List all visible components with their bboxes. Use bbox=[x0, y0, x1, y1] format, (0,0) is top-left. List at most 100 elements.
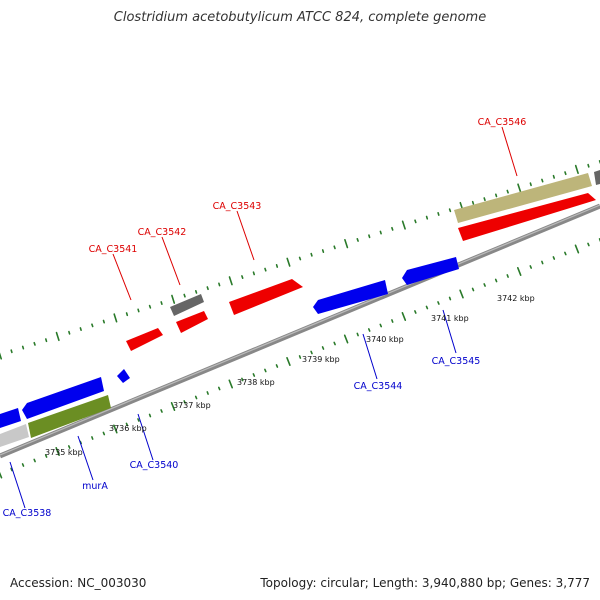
minor-tick bbox=[44, 454, 48, 458]
map-title: Clostridium acetobutylicum ATCC 824, com… bbox=[113, 10, 487, 25]
gene-CA_C3542b-arrow[interactable] bbox=[176, 311, 208, 333]
major-tick bbox=[228, 379, 233, 389]
minor-tick bbox=[183, 293, 186, 298]
gene-CA_C3546b-arrow[interactable] bbox=[458, 193, 596, 241]
leader-CA_C3545 bbox=[442, 309, 457, 354]
leader-lines bbox=[9, 126, 518, 509]
gene-murA-arrow[interactable] bbox=[22, 377, 104, 419]
gene-CA_C3545-arrow[interactable] bbox=[402, 257, 459, 285]
major-tick bbox=[55, 331, 60, 342]
leader-CA_C3540 bbox=[137, 413, 154, 461]
minor-tick bbox=[218, 386, 221, 391]
minor-tick bbox=[241, 377, 244, 382]
minor-tick bbox=[506, 189, 509, 194]
gene-label-CA_C3540[interactable]: CA_C3540 bbox=[130, 460, 179, 471]
minor-tick bbox=[494, 193, 498, 198]
minor-tick bbox=[125, 312, 129, 317]
major-tick bbox=[286, 356, 291, 367]
major-tick bbox=[113, 424, 118, 434]
minor-tick bbox=[44, 338, 48, 343]
scale-label-3738: 3738 kbp bbox=[237, 378, 275, 387]
major-tick bbox=[459, 289, 464, 299]
major-tick bbox=[55, 446, 60, 457]
minor-tick bbox=[21, 463, 25, 467]
minor-tick bbox=[356, 332, 359, 337]
gene-CA_C3538b-arrow[interactable] bbox=[0, 424, 29, 447]
minor-tick bbox=[148, 413, 152, 418]
minor-tick bbox=[33, 341, 36, 346]
minor-tick bbox=[241, 275, 244, 280]
minor-tick bbox=[448, 296, 452, 301]
minor-tick bbox=[367, 328, 371, 332]
gene-label-CA_C3542[interactable]: CA_C3542 bbox=[138, 227, 187, 238]
gene-CA_C3538-arrow[interactable] bbox=[0, 408, 21, 428]
leader-CA_C3541 bbox=[112, 253, 132, 301]
minor-tick bbox=[379, 230, 382, 235]
minor-tick bbox=[10, 349, 13, 354]
gene-murAb-arrow[interactable] bbox=[28, 395, 111, 438]
minor-tick bbox=[252, 373, 256, 377]
minor-tick bbox=[333, 341, 336, 346]
gene-CA_C3542-arrow[interactable] bbox=[170, 294, 204, 316]
major-tick bbox=[286, 257, 291, 267]
minor-tick bbox=[206, 391, 209, 395]
gene-labels: CA_C3541 CA_C3542 CA_C3543 CA_C3546 CA_C… bbox=[3, 117, 527, 519]
minor-tick bbox=[91, 323, 94, 328]
leader-murA bbox=[77, 435, 94, 481]
gene-label-CA_C3538[interactable]: CA_C3538 bbox=[3, 508, 52, 519]
minor-tick bbox=[414, 310, 417, 314]
gene-label-CA_C3544[interactable]: CA_C3544 bbox=[354, 381, 403, 392]
minor-tick bbox=[368, 234, 371, 239]
minor-tick bbox=[471, 287, 475, 292]
minor-tick bbox=[102, 431, 106, 436]
scale-label-3739: 3739 kbp bbox=[302, 355, 340, 364]
minor-tick bbox=[483, 283, 486, 287]
leader-CA_C3546 bbox=[501, 126, 518, 177]
minor-tick bbox=[437, 301, 440, 305]
minor-tick bbox=[541, 260, 544, 265]
minor-tick bbox=[79, 327, 82, 332]
gene-label-CA_C3546[interactable]: CA_C3546 bbox=[478, 117, 527, 128]
minor-tick bbox=[102, 319, 105, 324]
forward-gene-track bbox=[126, 170, 600, 351]
minor-tick bbox=[125, 422, 129, 427]
gene-CA_C3543-arrow[interactable] bbox=[229, 279, 303, 315]
minor-tick bbox=[471, 200, 475, 205]
gene-label-CA_C3541[interactable]: CA_C3541 bbox=[89, 244, 138, 255]
gene-CA_C3540-arrow[interactable] bbox=[117, 369, 130, 383]
minor-tick bbox=[91, 436, 94, 440]
minor-tick bbox=[552, 256, 556, 260]
minor-tick bbox=[425, 305, 429, 310]
minor-tick bbox=[391, 226, 394, 231]
minor-tick bbox=[333, 245, 336, 250]
minor-tick bbox=[425, 215, 429, 220]
minor-tick bbox=[310, 252, 313, 257]
minor-tick bbox=[494, 278, 498, 283]
reverse-gene-track bbox=[0, 257, 459, 447]
gene-label-CA_C3543[interactable]: CA_C3543 bbox=[213, 201, 262, 212]
minor-tick bbox=[483, 197, 486, 202]
gene-label-CA_C3545[interactable]: CA_C3545 bbox=[432, 356, 481, 367]
major-tick bbox=[401, 311, 407, 322]
minor-tick bbox=[564, 251, 567, 256]
genome-backbone-highlight bbox=[0, 204, 600, 456]
gene-CA_C3541-arrow[interactable] bbox=[126, 328, 163, 351]
outer-tick-track bbox=[0, 160, 600, 360]
minor-tick bbox=[506, 274, 509, 278]
minor-tick bbox=[321, 346, 325, 350]
minor-tick bbox=[391, 319, 394, 323]
minor-tick bbox=[529, 182, 532, 187]
gene-CA_C3544-arrow[interactable] bbox=[313, 280, 388, 314]
minor-tick bbox=[379, 323, 383, 328]
major-tick bbox=[574, 244, 580, 254]
minor-tick bbox=[298, 355, 302, 359]
major-tick bbox=[517, 183, 522, 193]
minor-tick bbox=[183, 400, 186, 404]
gene-CA_C3547-arrow[interactable] bbox=[594, 170, 600, 185]
scale-label-3741: 3741 kbp bbox=[431, 314, 469, 323]
gene-label-murA[interactable]: murA bbox=[82, 481, 108, 492]
scale-labels: 3735 kbp 3736 kbp 3737 kbp 3738 kbp 3739… bbox=[45, 294, 535, 457]
gene-CA_C3546-arrow[interactable] bbox=[454, 173, 592, 223]
accession-text: Accession: NC_003030 bbox=[10, 576, 147, 590]
